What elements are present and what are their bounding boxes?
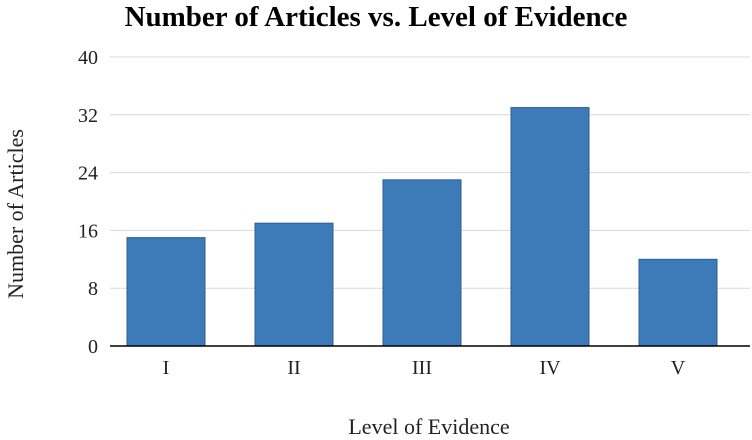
- bar: [638, 258, 718, 347]
- x-tick-label: IV: [539, 357, 561, 379]
- bar: [382, 179, 462, 347]
- y-tick-label: 24: [78, 163, 98, 185]
- x-tick-label: II: [287, 357, 300, 379]
- y-tick-label: 40: [78, 47, 98, 69]
- x-tick-label: III: [412, 357, 432, 379]
- bar: [510, 107, 590, 347]
- y-tick-label: 0: [88, 336, 98, 358]
- y-tick-label: 32: [78, 105, 98, 127]
- bar: [126, 237, 206, 347]
- x-axis-label: Level of Evidence: [348, 414, 510, 439]
- chart-title: Number of Articles vs. Level of Evidence: [124, 1, 628, 33]
- y-tick-label: 16: [78, 220, 98, 242]
- x-tick-label: V: [671, 357, 686, 379]
- x-tick-label: I: [163, 357, 170, 379]
- y-tick-label: 8: [88, 278, 98, 300]
- bar: [254, 222, 334, 347]
